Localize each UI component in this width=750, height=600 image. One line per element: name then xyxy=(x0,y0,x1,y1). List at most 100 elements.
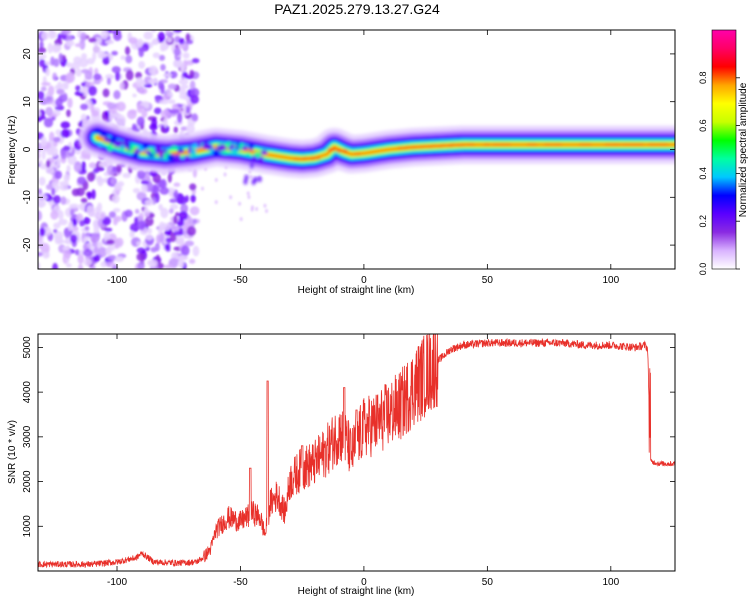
noise-speckle xyxy=(80,103,89,111)
noise-speckle xyxy=(42,251,50,259)
spectrogram-y-label: Frequency (Hz) xyxy=(7,116,18,185)
noise-speckle xyxy=(249,174,253,179)
colorbar-tick-label: 0.0 xyxy=(698,263,708,276)
noise-speckle xyxy=(169,203,179,210)
noise-speckle xyxy=(114,238,120,250)
noise-speckle xyxy=(161,126,166,133)
noise-speckle xyxy=(168,99,176,104)
ridge-blob xyxy=(154,145,163,155)
noise-speckle xyxy=(82,243,88,251)
noise-speckle xyxy=(76,176,87,185)
noise-speckle xyxy=(66,165,71,173)
noise-speckle xyxy=(47,42,53,54)
noise-speckle xyxy=(177,112,183,124)
noise-speckle xyxy=(72,226,79,231)
noise-speckle xyxy=(138,87,148,95)
noise-speckle xyxy=(158,203,163,211)
spectrogram-y-tick-label: 10 xyxy=(22,96,33,108)
noise-speckle xyxy=(71,61,81,70)
noise-speckle xyxy=(110,177,116,186)
noise-speckle xyxy=(137,261,145,269)
noise-speckle xyxy=(111,50,118,56)
noise-speckle xyxy=(136,241,141,247)
colorbar-tick-label: 0.6 xyxy=(698,119,708,132)
noise-speckle xyxy=(159,187,170,195)
noise-speckle xyxy=(167,83,177,90)
noise-speckle xyxy=(74,249,80,256)
noise-speckle xyxy=(66,62,73,68)
noise-speckle xyxy=(81,53,88,60)
noise-speckle xyxy=(38,159,44,166)
noise-speckle xyxy=(53,58,60,68)
snr-frame xyxy=(37,333,676,572)
noise-speckle xyxy=(180,203,189,214)
noise-speckle xyxy=(46,96,52,102)
spectrogram-y-tick-label: -20 xyxy=(22,237,33,252)
noise-speckle xyxy=(246,191,250,196)
noise-speckle xyxy=(131,123,137,130)
noise-speckle xyxy=(69,203,79,209)
noise-speckle xyxy=(77,30,82,34)
noise-speckle xyxy=(92,51,97,61)
noise-speckle xyxy=(58,218,68,226)
noise-speckle xyxy=(45,160,51,168)
noise-speckle xyxy=(129,230,135,238)
noise-speckle xyxy=(75,161,80,166)
noise-speckle xyxy=(88,37,97,43)
spectrogram-x-tick-label: 50 xyxy=(482,275,494,286)
noise-speckle xyxy=(160,207,169,219)
noise-speckle xyxy=(112,208,121,213)
noise-speckle xyxy=(189,94,200,104)
noise-speckle xyxy=(93,224,100,235)
noise-speckle xyxy=(51,116,56,121)
noise-speckle xyxy=(185,33,191,42)
noise-speckle xyxy=(102,55,110,65)
noise-speckle xyxy=(45,166,55,174)
noise-speckle xyxy=(53,229,58,234)
noise-speckle xyxy=(84,226,90,231)
noise-speckle xyxy=(173,182,181,187)
noise-speckle xyxy=(184,240,195,247)
snr-y-tick-label: 3000 xyxy=(22,425,33,448)
noise-speckle xyxy=(239,217,243,222)
noise-speckle xyxy=(200,186,204,191)
ridge-blob xyxy=(170,145,179,152)
snr-y-tick-label: 4000 xyxy=(22,381,33,404)
snr-x-tick-label: 0 xyxy=(361,577,367,588)
noise-speckle xyxy=(60,121,71,129)
noise-speckle xyxy=(150,30,157,33)
snr-y-tick-label: 2000 xyxy=(22,470,33,493)
ridge-blob xyxy=(251,179,256,186)
noise-speckle xyxy=(80,113,87,123)
noise-speckle xyxy=(141,109,148,118)
noise-speckle xyxy=(137,169,146,180)
noise-speckle xyxy=(51,187,56,196)
noise-speckle xyxy=(93,167,100,174)
noise-speckle xyxy=(144,216,154,227)
noise-speckle xyxy=(48,131,55,142)
noise-speckle xyxy=(77,253,84,265)
noise-speckle xyxy=(88,85,97,96)
noise-speckle xyxy=(38,59,46,68)
noise-speckle xyxy=(158,54,166,61)
noise-speckle xyxy=(114,256,124,263)
noise-speckle xyxy=(140,101,149,107)
colorbar-tick-label: 0.4 xyxy=(698,167,708,180)
noise-speckle xyxy=(135,77,144,88)
noise-speckle xyxy=(180,84,189,90)
noise-speckle xyxy=(158,179,166,189)
noise-speckle xyxy=(63,174,70,183)
ridge-blob xyxy=(248,142,254,151)
noise-speckle xyxy=(97,246,108,258)
noise-speckle xyxy=(247,195,251,200)
snr-x-tick-label: -50 xyxy=(233,577,248,588)
noise-speckle xyxy=(38,262,41,269)
noise-speckle xyxy=(111,194,120,204)
spectrogram-y-tick-label: -10 xyxy=(22,190,33,205)
noise-speckle xyxy=(81,160,86,172)
noise-speckle xyxy=(170,233,177,243)
noise-speckle xyxy=(65,39,75,47)
noise-speckle xyxy=(148,78,158,84)
noise-speckle xyxy=(178,38,185,45)
noise-speckle xyxy=(80,32,87,42)
